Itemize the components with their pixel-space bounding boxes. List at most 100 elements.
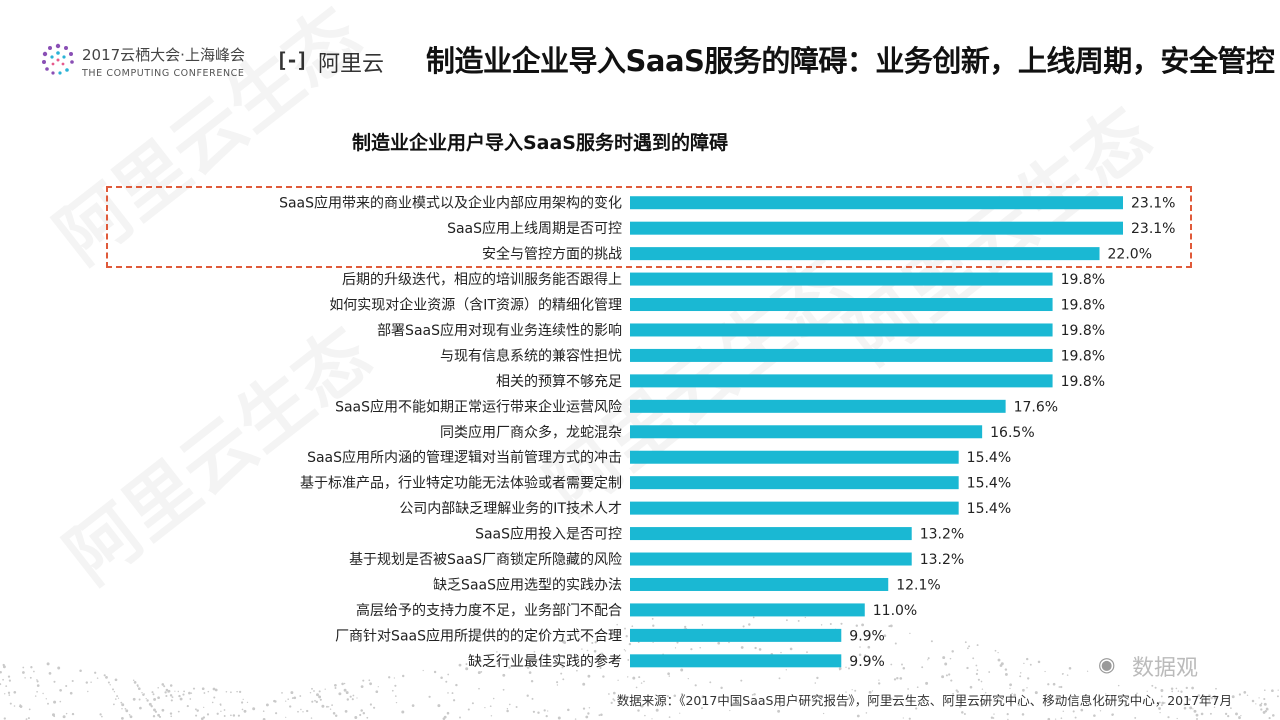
value-label: 15.4% [967, 476, 1011, 492]
decorative-dot [216, 712, 219, 715]
decorative-dot [557, 716, 561, 720]
decorative-dot [1111, 713, 1114, 716]
category-label: 高层给予的支持力度不足，业务部门不配合 [356, 602, 622, 619]
decorative-dot [232, 714, 236, 717]
category-label: 与现有信息系统的兼容性担忧 [440, 347, 622, 364]
decorative-dot [1193, 709, 1197, 713]
decorative-dot [545, 714, 548, 718]
decorative-dot [1268, 717, 1271, 720]
decorative-dot [157, 713, 160, 717]
decorative-dot [310, 717, 313, 719]
decorative-dot [344, 710, 348, 713]
category-label: 缺乏SaaS应用选型的实践办法 [433, 576, 622, 593]
decorative-dot [644, 714, 646, 717]
decorative-dot [154, 710, 157, 713]
decorative-dot [1209, 712, 1212, 715]
decorative-dot [600, 713, 603, 716]
aliyun-logo-text: 阿里云 [318, 52, 385, 77]
decorative-dot [285, 716, 287, 718]
decorative-dot [1276, 695, 1279, 698]
category-label: SaaS应用不能如期正常运行带来企业运营风险 [335, 398, 622, 415]
aliyun-logo-icon: [-] [276, 48, 308, 72]
bar [630, 196, 1123, 210]
bar [630, 527, 912, 541]
category-label: 后期的升级迭代，相应的培训服务能否跟得上 [342, 271, 622, 288]
decorative-dot [1231, 695, 1235, 699]
decorative-dot [129, 715, 133, 719]
decorative-dot [1062, 710, 1065, 713]
decorative-dot [1200, 712, 1204, 716]
bar [630, 425, 983, 439]
decorative-dot [71, 712, 75, 716]
wechat-icon: ◉ [1098, 652, 1116, 676]
decorative-dot [865, 712, 868, 714]
bar [630, 654, 842, 668]
category-label: SaaS应用所内涵的管理逻辑对当前管理方式的冲击 [307, 449, 622, 466]
bar [630, 374, 1053, 388]
decorative-dot [366, 716, 369, 719]
decorative-dot [506, 709, 509, 713]
page-title: 制造业企业导入SaaS服务的障碍：业务创新，上线周期，安全管控 [426, 44, 1275, 78]
decorative-dot [65, 712, 68, 715]
conference-name: 2017云栖大会·上海峰会 [82, 46, 245, 64]
decorative-dot [598, 714, 601, 717]
decorative-dot [334, 714, 338, 717]
bar [630, 552, 912, 566]
decorative-dot [993, 713, 995, 715]
decorative-dot [158, 715, 162, 718]
bar [630, 247, 1100, 261]
decorative-dot [223, 709, 226, 711]
decorative-dot [547, 710, 549, 712]
decorative-dot [99, 713, 102, 716]
decorative-dot [401, 710, 405, 714]
decorative-dot [3, 717, 6, 720]
decorative-dot [490, 715, 493, 717]
decorative-dot [359, 713, 362, 717]
chart-title: 制造业企业用户导入SaaS服务时遇到的障碍 [351, 132, 728, 154]
decorative-dot [961, 711, 964, 714]
value-label: 13.2% [920, 527, 964, 543]
category-label: 厂商针对SaaS应用所提供的的定价方式不合理 [335, 627, 622, 644]
decorative-dot [587, 712, 590, 715]
decorative-dot [128, 714, 131, 716]
decorative-dot [177, 710, 180, 713]
decorative-dot [902, 717, 904, 719]
decorative-dot [195, 714, 198, 717]
decorative-dot [152, 715, 156, 718]
value-label: 11.0% [873, 603, 917, 619]
decorative-dot [679, 712, 681, 714]
decorative-dot [1072, 710, 1075, 713]
bar [630, 272, 1053, 286]
bar [630, 603, 865, 617]
decorative-dot [237, 714, 240, 717]
value-label: 19.8% [1061, 323, 1105, 339]
category-label: 部署SaaS应用对现有业务连续性的影响 [377, 322, 622, 339]
decorative-dot [243, 709, 247, 713]
decorative-dot [963, 713, 966, 715]
decorative-dot [1167, 716, 1170, 719]
decorative-dot [101, 715, 103, 718]
decorative-dot [332, 712, 336, 715]
decorative-dot [1238, 693, 1242, 696]
decorative-dot [306, 709, 309, 713]
header: 2017云栖大会·上海峰会 THE COMPUTING CONFERENCE [… [0, 0, 1280, 100]
decorative-dot [297, 710, 299, 713]
category-label: 公司内部缺乏理解业务的IT技术人才 [399, 501, 622, 517]
decorative-dot [1195, 713, 1199, 717]
decorative-dot [651, 718, 653, 720]
category-label: 安全与管控方面的挑战 [482, 246, 622, 263]
decorative-dot [1267, 708, 1269, 711]
decorative-dot [777, 709, 781, 713]
decorative-dot [223, 715, 226, 717]
decorative-dot [1134, 716, 1137, 719]
decorative-dot [230, 714, 232, 717]
decorative-dot [196, 709, 199, 712]
category-label: SaaS应用带来的商业模式以及企业内部应用架构的变化 [279, 195, 622, 212]
bar [630, 323, 1053, 337]
value-label: 23.1% [1131, 221, 1175, 237]
wechat-account-name: 数据观 [1132, 656, 1199, 681]
bar [630, 628, 842, 642]
bar [630, 501, 959, 515]
decorative-dot [1159, 711, 1161, 714]
decorative-dot [302, 711, 304, 713]
